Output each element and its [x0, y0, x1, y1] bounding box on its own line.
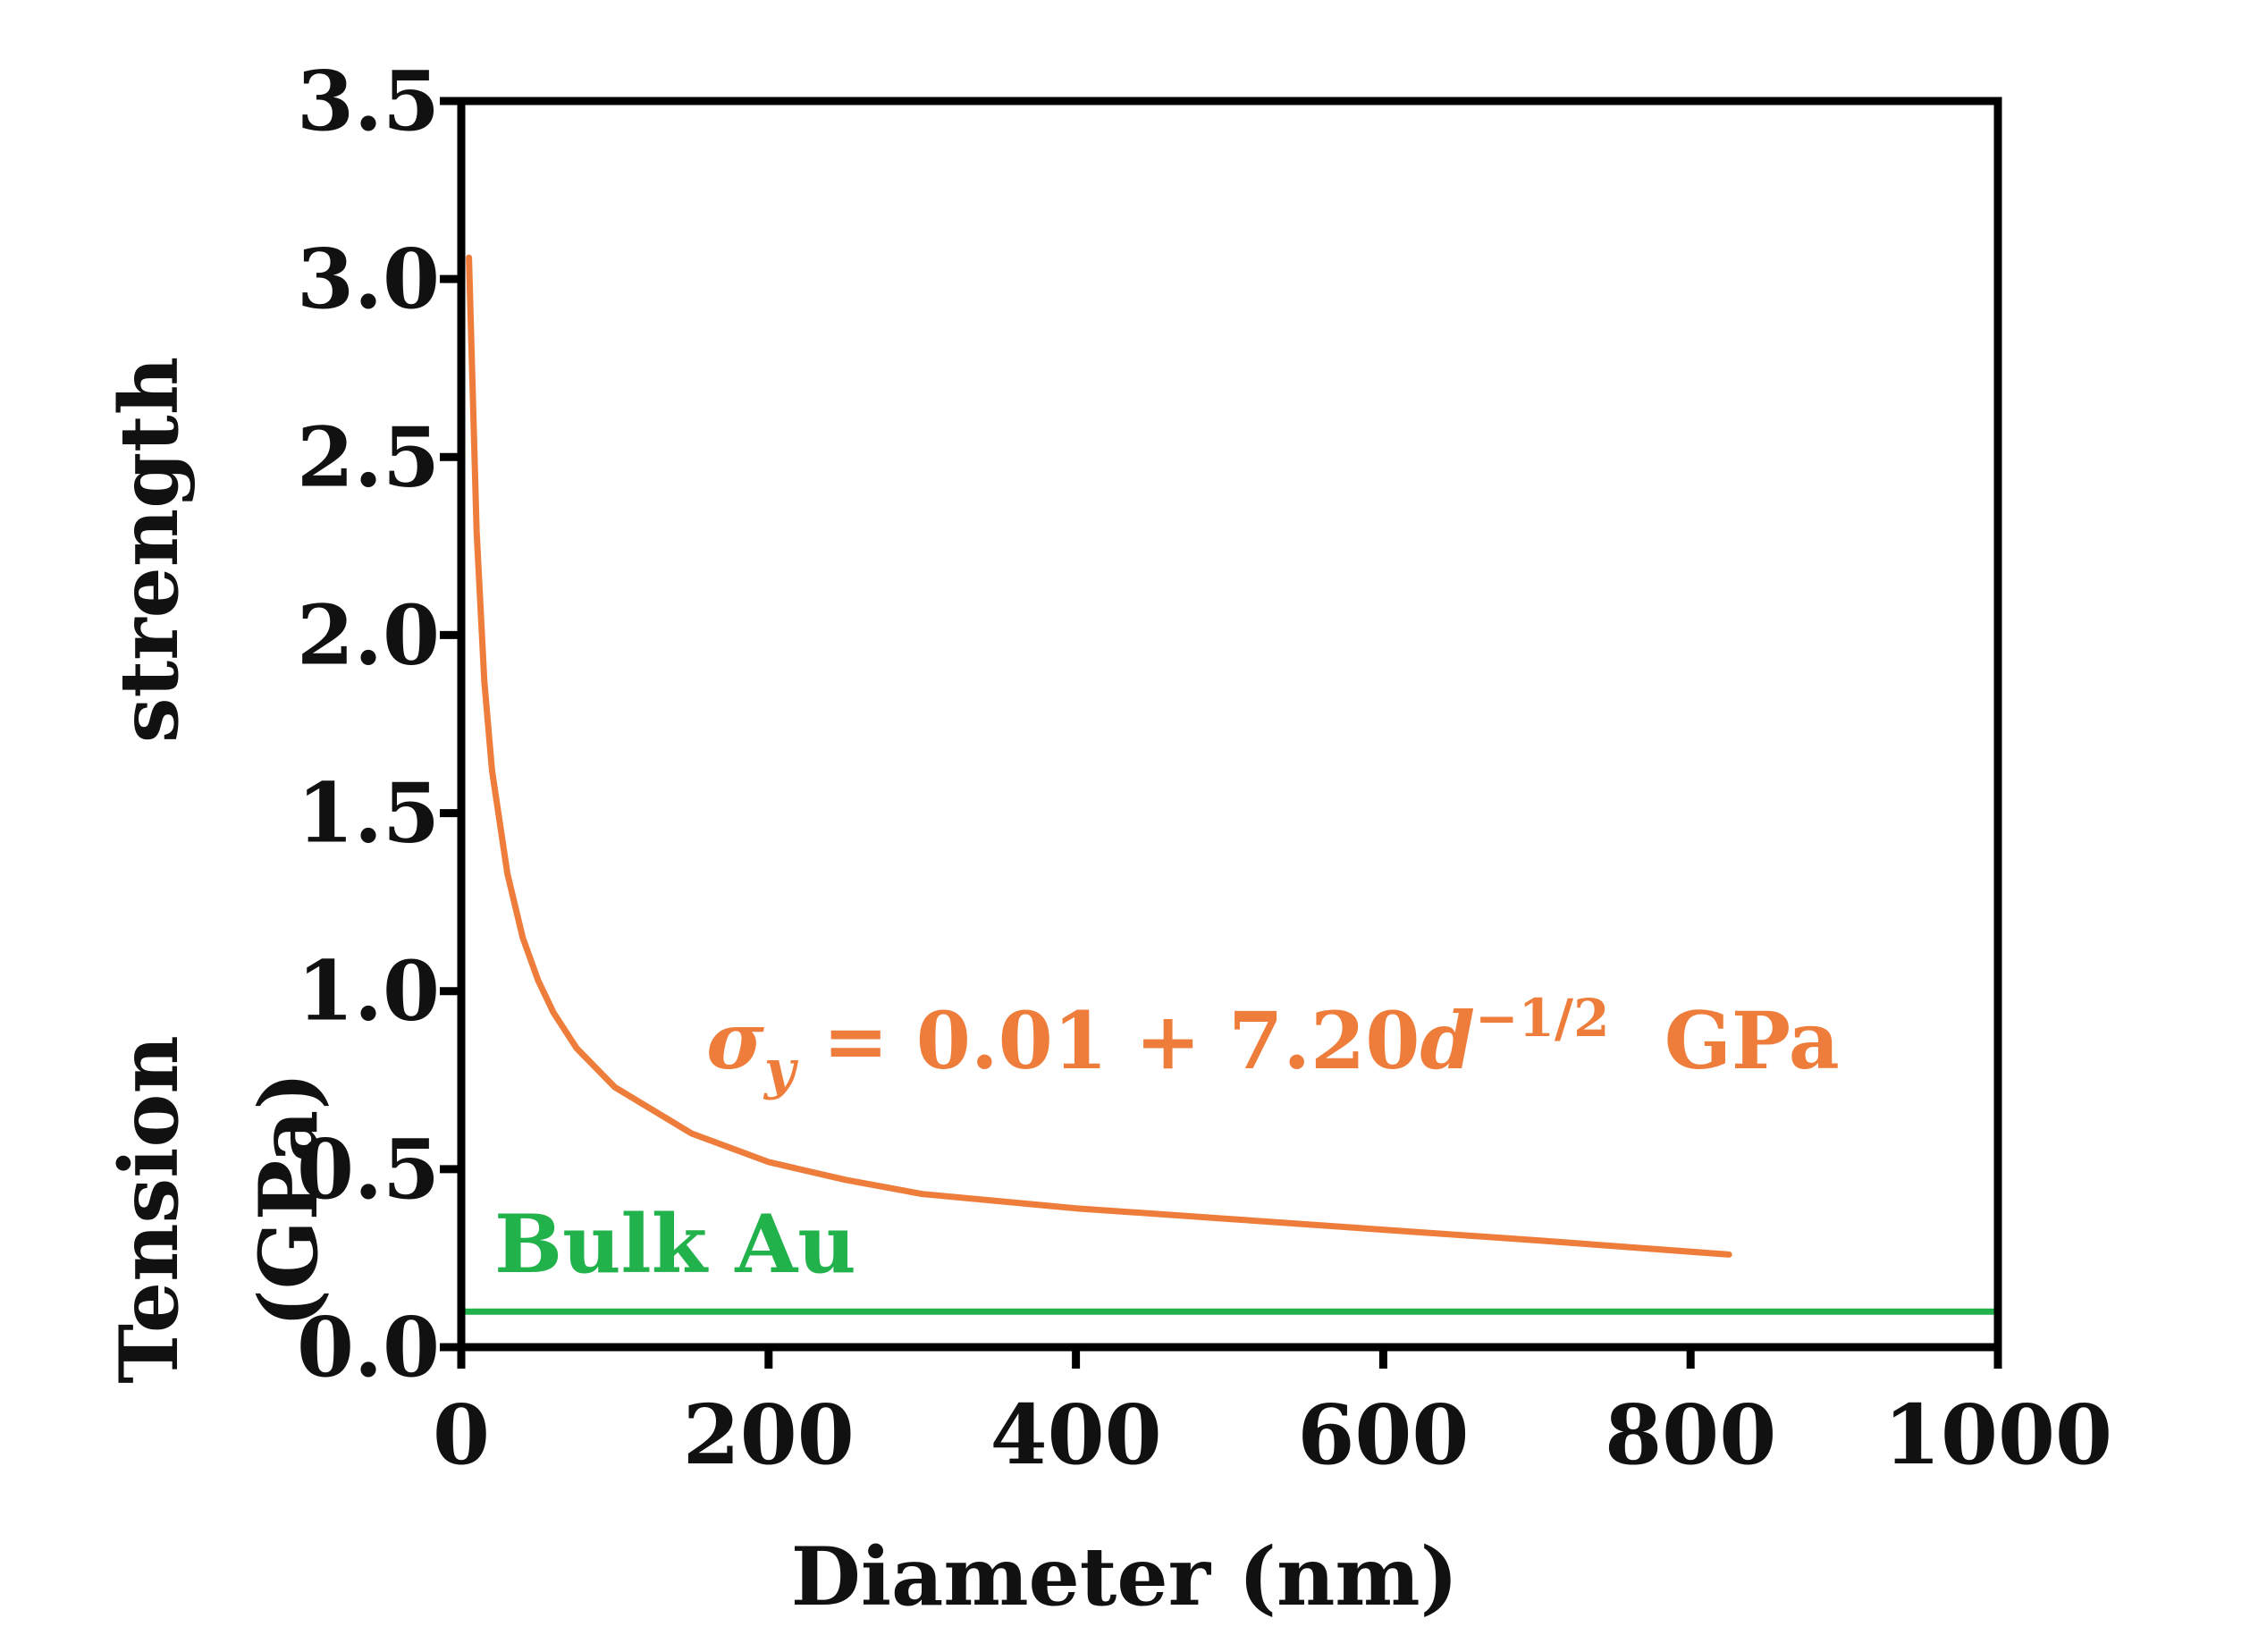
- series-layer: [458, 254, 2001, 1315]
- y-tick-label: 1.5: [297, 765, 440, 862]
- y-tick-label: 0.0: [297, 1299, 440, 1395]
- equation-body: = 0.01 + 7.20: [796, 994, 1420, 1087]
- x-axis-title: Diameter (nm): [791, 1530, 1458, 1624]
- y-tick-label: 2.5: [297, 409, 440, 505]
- y-tick-label: 2.0: [297, 586, 440, 683]
- x-tick-label: 600: [1297, 1386, 1469, 1483]
- y-axis-title-tension: Tension: [102, 1035, 197, 1384]
- y-axis-ticks: 0.0 0.5 1.0 1.5 2.0 2.5 3.0 3.5: [297, 53, 461, 1395]
- x-tick-label: 200: [683, 1386, 855, 1483]
- x-tick-label: 0: [433, 1386, 490, 1483]
- x-tick-label: 400: [990, 1386, 1162, 1483]
- y-tick-label: 0.5: [297, 1121, 440, 1218]
- series-line-hall-petch-fit: [466, 254, 1732, 1258]
- y-axis-title-gpa: (GPa): [241, 1072, 336, 1328]
- y-tick-label: 3.5: [297, 53, 440, 149]
- x-tick-label: 1000: [1883, 1386, 2112, 1483]
- equation-unit: GPa: [1609, 994, 1839, 1087]
- equation-annotation: σy = 0.01 + 7.20d−1/2 GPa: [706, 988, 1840, 1101]
- x-axis-ticks: 0 200 400 600 800 1000: [433, 1347, 2112, 1483]
- equation-d: d: [1420, 994, 1475, 1087]
- plot-frame: [457, 97, 2002, 1352]
- equation-sigma: σ: [706, 994, 764, 1087]
- y-axis-title-strength: strength: [102, 357, 197, 743]
- y-tick-label: 3.0: [297, 231, 440, 327]
- y-tick-label: 1.0: [297, 943, 440, 1040]
- bulk-au-label: Bulk Au: [494, 1197, 856, 1292]
- x-tick-label: 800: [1605, 1386, 1776, 1483]
- equation-subscript: y: [763, 1039, 799, 1101]
- equation-exponent: −1/2: [1475, 988, 1610, 1049]
